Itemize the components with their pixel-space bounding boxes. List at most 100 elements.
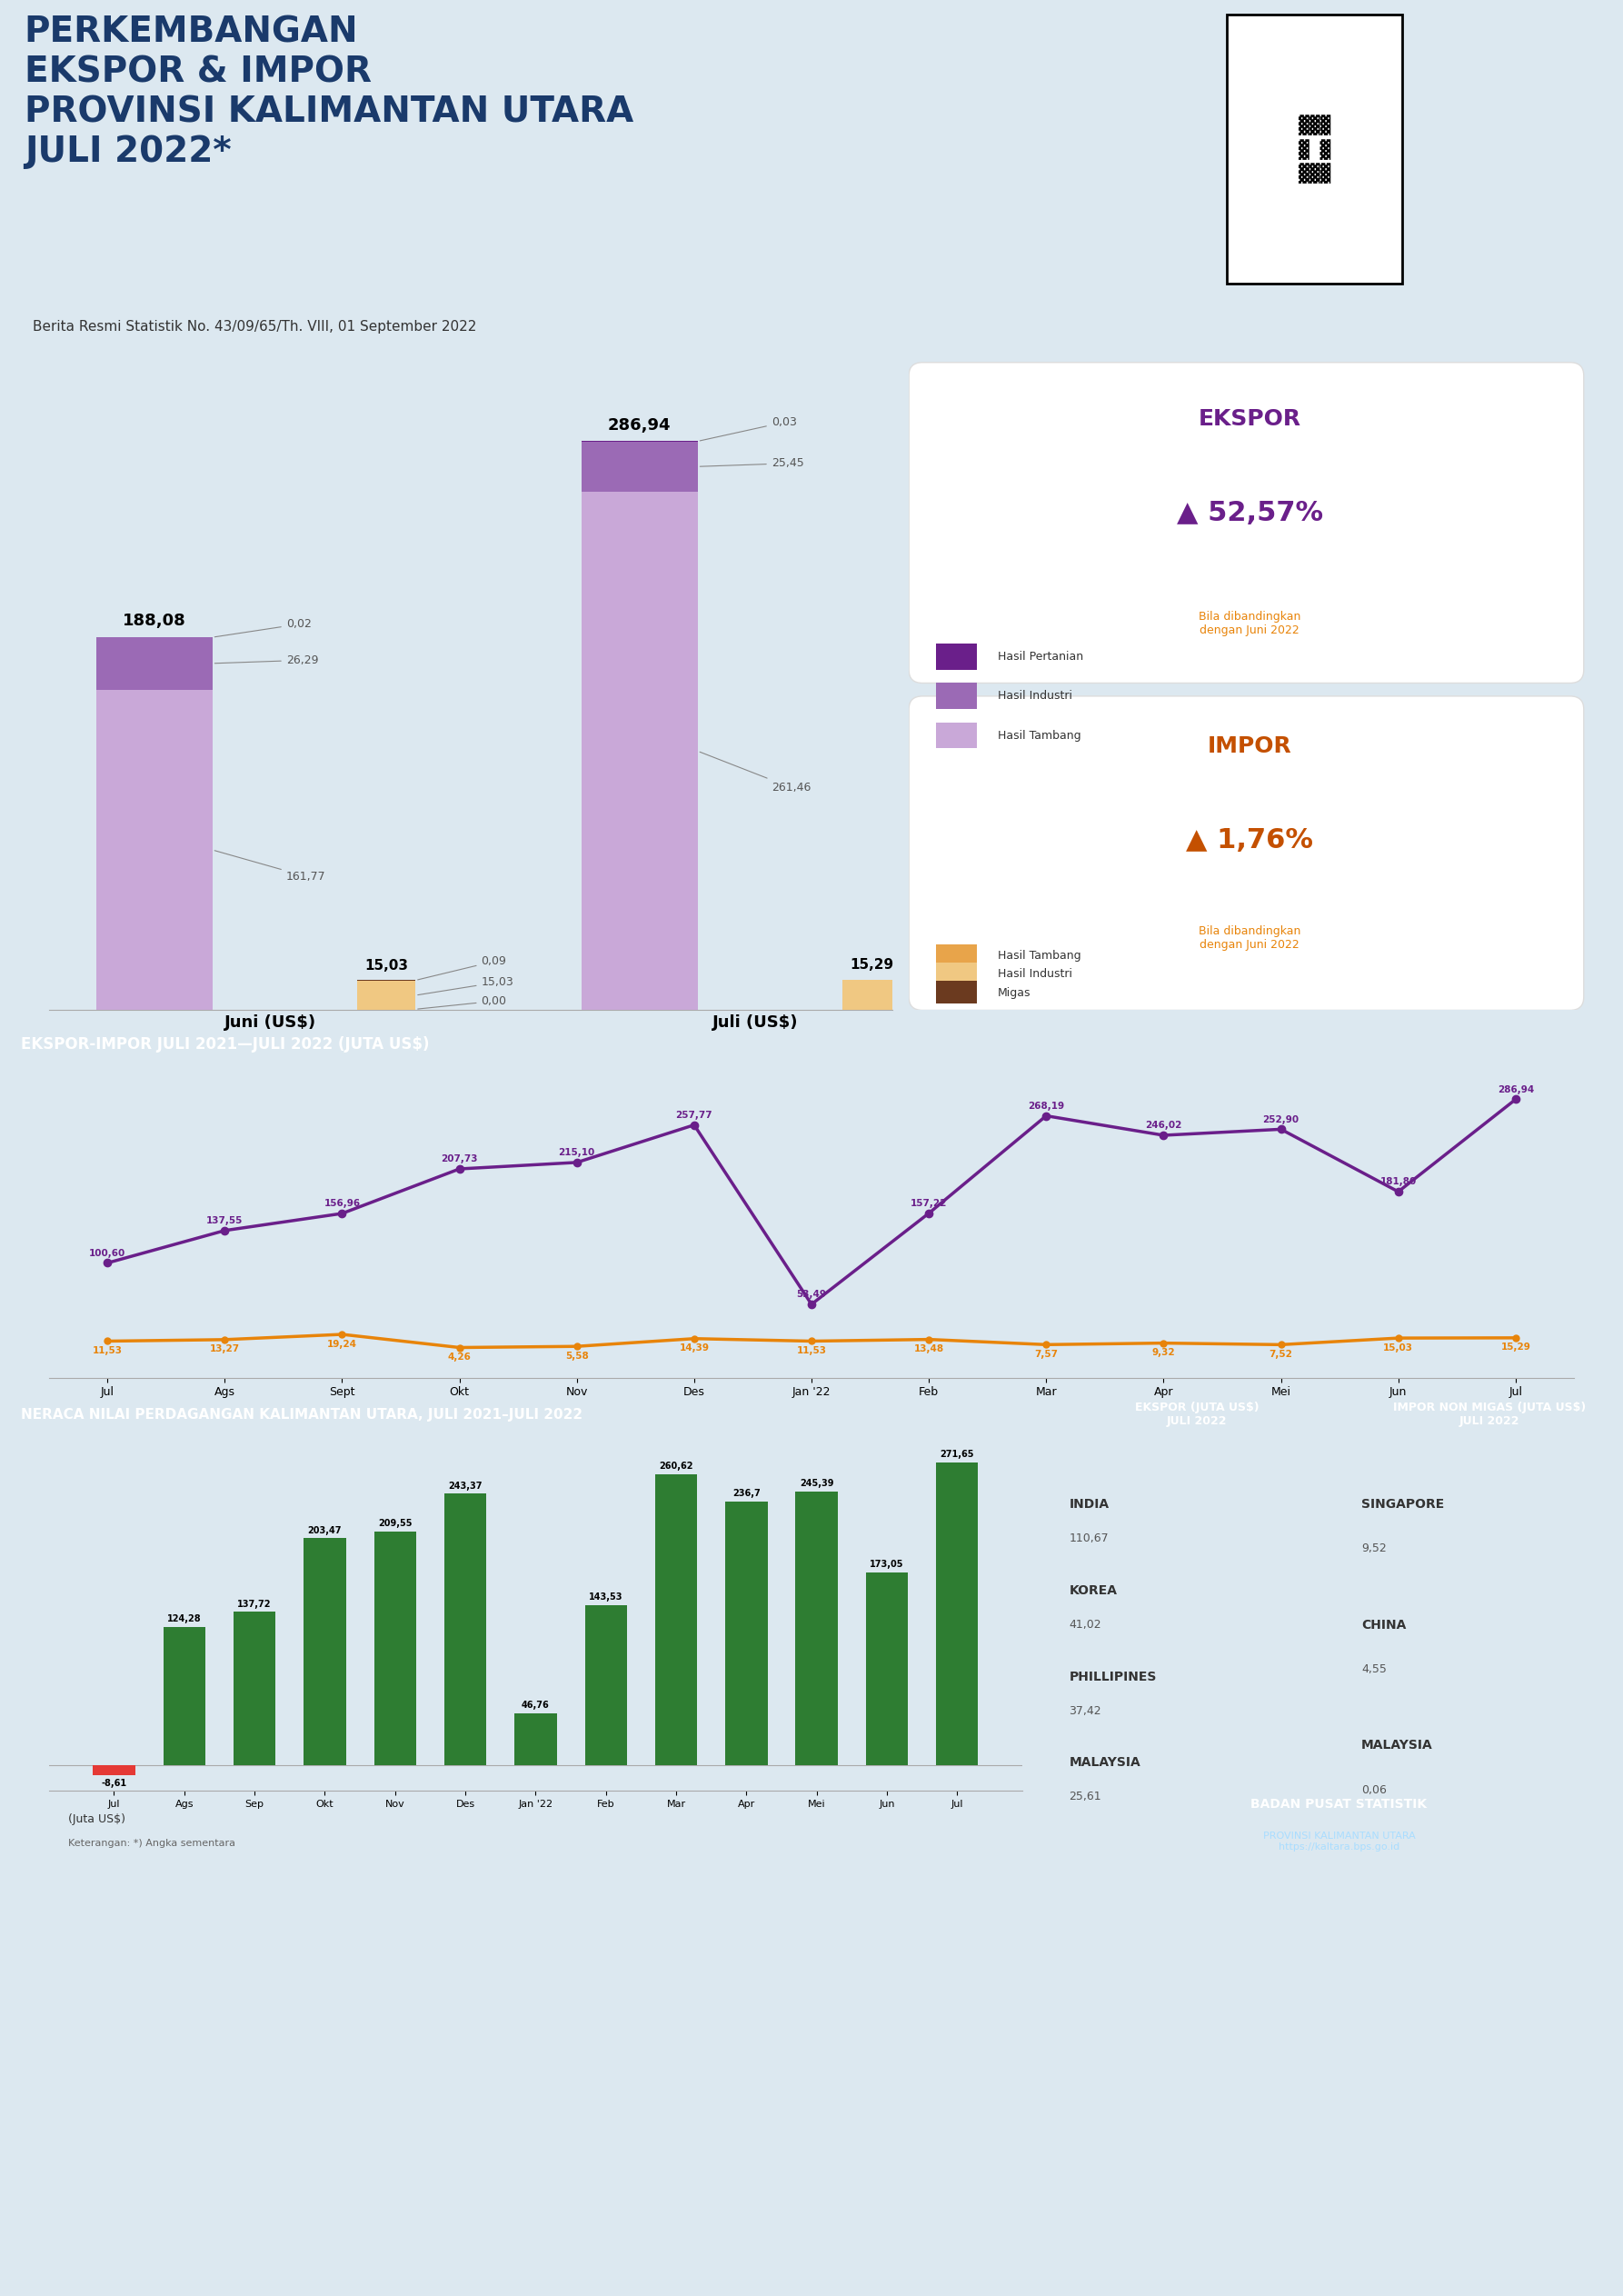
Text: 0,02: 0,02 bbox=[214, 618, 312, 636]
Text: Hasil Industri: Hasil Industri bbox=[998, 691, 1073, 703]
Text: 243,37: 243,37 bbox=[448, 1481, 482, 1490]
Text: MALAYSIA: MALAYSIA bbox=[1362, 1740, 1433, 1752]
Bar bbox=[842, 980, 901, 1010]
Text: IMPOR NON MIGAS (JUTA US$)
JULI 2022: IMPOR NON MIGAS (JUTA US$) JULI 2022 bbox=[1393, 1401, 1586, 1428]
Text: (Juta US$): (Juta US$) bbox=[68, 1814, 125, 1825]
Text: 181,80: 181,80 bbox=[1380, 1178, 1417, 1187]
Text: 25,45: 25,45 bbox=[700, 457, 803, 468]
Text: 15,03: 15,03 bbox=[365, 960, 407, 974]
Text: 53,49: 53,49 bbox=[797, 1290, 826, 1300]
Text: 46,76: 46,76 bbox=[521, 1701, 550, 1711]
Text: 13,27: 13,27 bbox=[209, 1345, 240, 1355]
Text: BADAN PUSAT STATISTIK: BADAN PUSAT STATISTIK bbox=[1251, 1798, 1427, 1812]
Bar bbox=[96, 638, 213, 689]
Text: Keterangan: *) Angka sementara: Keterangan: *) Angka sementara bbox=[68, 1839, 235, 1848]
Text: 245,39: 245,39 bbox=[800, 1479, 834, 1488]
Bar bbox=[725, 1502, 768, 1766]
Text: 246,02: 246,02 bbox=[1146, 1120, 1182, 1130]
Text: 9,52: 9,52 bbox=[1362, 1543, 1386, 1554]
Text: 260,62: 260,62 bbox=[659, 1463, 693, 1472]
Text: PROVINSI KALIMANTAN UTARA
https://kaltara.bps.go.id: PROVINSI KALIMANTAN UTARA https://kaltar… bbox=[1263, 1832, 1415, 1851]
Bar bbox=[936, 684, 977, 709]
Text: 209,55: 209,55 bbox=[378, 1520, 412, 1529]
Text: 137,72: 137,72 bbox=[237, 1600, 271, 1609]
Text: 252,90: 252,90 bbox=[1263, 1116, 1298, 1125]
Bar bbox=[357, 980, 415, 1010]
Text: 15,29: 15,29 bbox=[850, 957, 893, 971]
Text: 37,42: 37,42 bbox=[1070, 1704, 1102, 1717]
Text: 15,29: 15,29 bbox=[1501, 1343, 1530, 1352]
Bar bbox=[936, 944, 977, 967]
Text: INDIA: INDIA bbox=[1070, 1497, 1109, 1511]
Text: 110,67: 110,67 bbox=[1070, 1534, 1109, 1545]
Text: 25,61: 25,61 bbox=[1070, 1791, 1102, 1802]
Text: Berita Resmi Statistik No. 43/09/65/Th. VIII, 01 September 2022: Berita Resmi Statistik No. 43/09/65/Th. … bbox=[32, 321, 476, 333]
Text: Hasil Tambang: Hasil Tambang bbox=[998, 951, 1081, 962]
Text: EKSPOR: EKSPOR bbox=[1198, 409, 1302, 429]
Bar bbox=[936, 962, 977, 985]
Text: NERACA NILAI PERDAGANGAN KALIMANTAN UTARA, JULI 2021–JULI 2022: NERACA NILAI PERDAGANGAN KALIMANTAN UTAR… bbox=[21, 1407, 583, 1421]
Bar bbox=[373, 1531, 415, 1766]
Text: 7,57: 7,57 bbox=[1034, 1350, 1058, 1359]
Text: 0,06: 0,06 bbox=[1362, 1784, 1386, 1795]
Text: Hasil Industri: Hasil Industri bbox=[998, 969, 1073, 980]
Text: 188,08: 188,08 bbox=[122, 613, 187, 629]
Text: 0,00: 0,00 bbox=[417, 994, 506, 1008]
Text: 7,52: 7,52 bbox=[1269, 1350, 1292, 1359]
Bar bbox=[656, 1474, 698, 1766]
Text: 15,03: 15,03 bbox=[1383, 1343, 1414, 1352]
Text: 215,10: 215,10 bbox=[558, 1148, 596, 1157]
Text: 143,53: 143,53 bbox=[589, 1593, 623, 1603]
Text: 41,02: 41,02 bbox=[1070, 1619, 1102, 1630]
Text: Hasil Pertanian: Hasil Pertanian bbox=[998, 652, 1083, 664]
FancyBboxPatch shape bbox=[909, 696, 1584, 1010]
Text: ▓▓▓
▓ ▓
▓▓▓: ▓▓▓ ▓ ▓ ▓▓▓ bbox=[1298, 115, 1331, 184]
Text: 4,55: 4,55 bbox=[1362, 1662, 1386, 1676]
Text: Bila dibandingkan
dengan Juni 2022: Bila dibandingkan dengan Juni 2022 bbox=[1199, 925, 1300, 951]
Text: 13,48: 13,48 bbox=[914, 1345, 945, 1355]
Text: CHINA: CHINA bbox=[1362, 1619, 1406, 1632]
Text: 156,96: 156,96 bbox=[325, 1199, 360, 1208]
Text: Bila dibandingkan
dengan Juni 2022: Bila dibandingkan dengan Juni 2022 bbox=[1199, 611, 1300, 636]
Text: 173,05: 173,05 bbox=[870, 1559, 904, 1568]
Text: EKSPOR (JUTA US$)
JULI 2022: EKSPOR (JUTA US$) JULI 2022 bbox=[1134, 1401, 1259, 1428]
Text: 268,19: 268,19 bbox=[1027, 1102, 1065, 1111]
Text: 26,29: 26,29 bbox=[214, 654, 318, 666]
Text: 19,24: 19,24 bbox=[328, 1339, 357, 1348]
FancyBboxPatch shape bbox=[909, 363, 1584, 684]
Text: PERKEMBANGAN
EKSPOR & IMPOR
PROVINSI KALIMANTAN UTARA
JULI 2022*: PERKEMBANGAN EKSPOR & IMPOR PROVINSI KAL… bbox=[24, 14, 633, 170]
Bar bbox=[304, 1538, 346, 1766]
Bar bbox=[584, 1605, 626, 1766]
Text: 5,58: 5,58 bbox=[565, 1352, 589, 1362]
Bar bbox=[936, 723, 977, 748]
Text: 137,55: 137,55 bbox=[206, 1217, 243, 1226]
Text: 236,7: 236,7 bbox=[732, 1488, 760, 1497]
Bar bbox=[865, 1573, 907, 1766]
Text: MALAYSIA: MALAYSIA bbox=[1070, 1756, 1141, 1770]
Text: 207,73: 207,73 bbox=[441, 1155, 477, 1164]
Bar bbox=[234, 1612, 276, 1766]
Text: 157,22: 157,22 bbox=[911, 1199, 948, 1208]
Text: 161,77: 161,77 bbox=[214, 850, 326, 882]
Bar bbox=[93, 1766, 135, 1775]
Bar bbox=[96, 689, 213, 1010]
Text: 100,60: 100,60 bbox=[89, 1249, 125, 1258]
Text: 15,03: 15,03 bbox=[417, 976, 514, 994]
Text: 9,32: 9,32 bbox=[1152, 1348, 1175, 1357]
Text: EKSPOR-IMPOR JULI 2021—JULI 2022 (JUTA US$): EKSPOR-IMPOR JULI 2021—JULI 2022 (JUTA U… bbox=[21, 1035, 430, 1054]
Bar bbox=[514, 1713, 557, 1766]
Text: 4,26: 4,26 bbox=[448, 1352, 471, 1362]
Text: ▲ 1,76%: ▲ 1,76% bbox=[1186, 827, 1313, 854]
Bar bbox=[795, 1492, 837, 1766]
Text: -8,61: -8,61 bbox=[101, 1779, 127, 1789]
Bar bbox=[936, 980, 977, 1003]
Text: 286,94: 286,94 bbox=[1498, 1086, 1534, 1095]
Text: PHILLIPINES: PHILLIPINES bbox=[1070, 1671, 1157, 1683]
Bar bbox=[581, 441, 698, 491]
Text: 11,53: 11,53 bbox=[797, 1345, 826, 1355]
Text: 271,65: 271,65 bbox=[940, 1449, 974, 1458]
Text: Hasil Tambang: Hasil Tambang bbox=[998, 730, 1081, 742]
Text: 203,47: 203,47 bbox=[308, 1527, 342, 1536]
Bar bbox=[164, 1628, 206, 1766]
Bar bbox=[936, 1463, 979, 1766]
